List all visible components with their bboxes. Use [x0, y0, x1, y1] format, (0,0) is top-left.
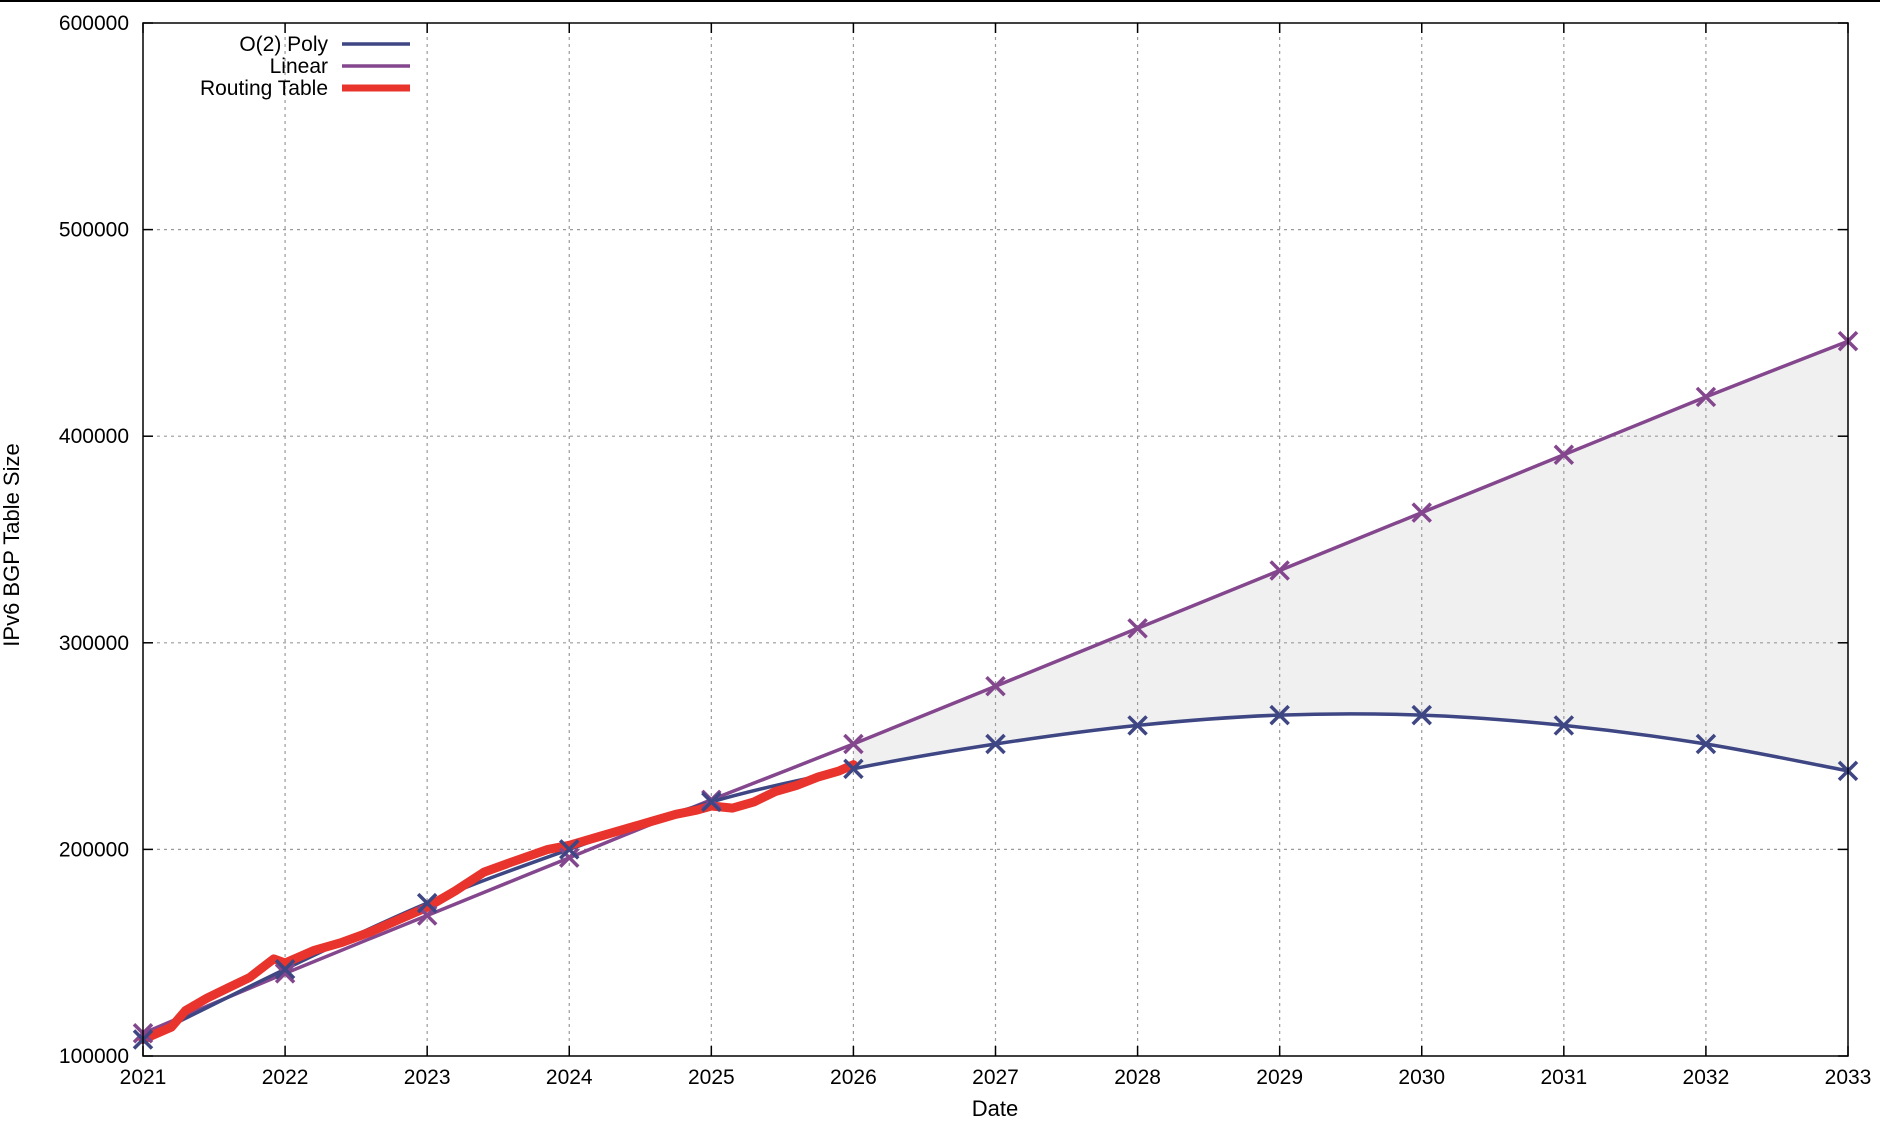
marker-stroke — [843, 733, 864, 755]
marker-stroke — [1269, 704, 1290, 726]
x-tick-label: 2022 — [262, 1066, 309, 1089]
marker-stroke — [1127, 618, 1148, 639]
x-tick-label: 2023 — [404, 1066, 451, 1089]
x-tick-label: 2032 — [1683, 1066, 1730, 1089]
x-axis-tick-labels: 2021 2022 2023 2024 2025 2026 2027 2028 2029 2030… — [120, 1066, 1872, 1089]
marker-stroke — [1695, 733, 1717, 755]
marker-stroke — [1553, 715, 1575, 736]
marker-stroke — [559, 839, 580, 860]
x-tick-label: 2024 — [546, 1066, 593, 1089]
marker-stroke — [1553, 444, 1575, 466]
marker-stroke — [274, 963, 296, 984]
marker-linear — [1127, 618, 1148, 639]
marker-stroke — [274, 958, 296, 980]
axis-ticks — [142, 22, 1849, 1057]
marker-stroke — [1695, 386, 1717, 408]
marker-stroke — [1269, 560, 1290, 581]
x-tick-label: 2028 — [1114, 1066, 1161, 1089]
marker-o-2-poly — [1695, 733, 1717, 755]
marker-o-2-poly — [1411, 704, 1432, 726]
x-tick-label: 2030 — [1398, 1066, 1445, 1089]
legend-label-o-2-poly: O(2) Poly — [239, 33, 328, 56]
marker-linear — [1553, 444, 1575, 466]
marker-o-2-poly — [1269, 704, 1290, 726]
y-tick-label: 300000 — [59, 632, 129, 655]
y-tick-label: 400000 — [59, 425, 129, 448]
y-tick-label: 100000 — [59, 1045, 129, 1068]
marker-o-2-poly — [559, 839, 580, 860]
marker-o-2-poly — [1553, 715, 1575, 736]
marker-o-2-poly — [843, 758, 864, 780]
marker-o-2-poly — [985, 733, 1006, 755]
x-tick-label: 2027 — [972, 1066, 1019, 1089]
marker-stroke — [559, 847, 580, 868]
projection-shade — [853, 341, 1848, 771]
y-axis-tick-labels: 100000 200000 300000 400000 500000 600000 — [59, 12, 129, 1068]
marker-o-2-poly — [701, 791, 722, 813]
marker-linear — [1695, 386, 1717, 408]
projection-shaded-region — [853, 341, 1848, 771]
marker-stroke — [416, 892, 438, 914]
series-markers — [132, 330, 1859, 1050]
x-tick-label: 2025 — [688, 1066, 735, 1089]
marker-linear — [1269, 560, 1290, 581]
marker-linear — [559, 847, 580, 868]
marker-stroke — [985, 733, 1006, 755]
marker-linear — [843, 733, 864, 755]
y-tick-label: 200000 — [59, 838, 129, 861]
marker-linear — [985, 675, 1006, 697]
series-line-routing-table — [138, 760, 858, 1044]
marker-o-2-poly — [274, 958, 296, 980]
x-axis-title: Date — [972, 1096, 1018, 1121]
marker-stroke — [1127, 715, 1148, 736]
marker-o-2-poly — [1127, 715, 1148, 736]
y-axis-title: IPv6 BGP Table Size — [0, 443, 24, 646]
x-tick-label: 2029 — [1256, 1066, 1303, 1089]
x-tick-label: 2021 — [120, 1066, 167, 1089]
x-tick-label: 2026 — [830, 1066, 877, 1089]
marker-stroke — [1411, 704, 1432, 726]
y-tick-label: 500000 — [59, 219, 129, 242]
legend-label-linear: Linear — [270, 55, 328, 78]
x-tick-label: 2033 — [1825, 1066, 1872, 1089]
marker-linear — [1411, 502, 1432, 523]
marker-stroke — [1411, 502, 1432, 523]
legend-label-routing-table: Routing Table — [200, 77, 328, 100]
marker-linear — [274, 963, 296, 984]
top-border-line — [0, 0, 1880, 2]
marker-stroke — [985, 675, 1006, 697]
marker-stroke — [843, 758, 864, 780]
marker-o-2-poly — [416, 892, 438, 914]
y-tick-label: 600000 — [59, 12, 129, 35]
x-tick-label: 2031 — [1540, 1066, 1587, 1089]
marker-stroke — [701, 791, 722, 813]
